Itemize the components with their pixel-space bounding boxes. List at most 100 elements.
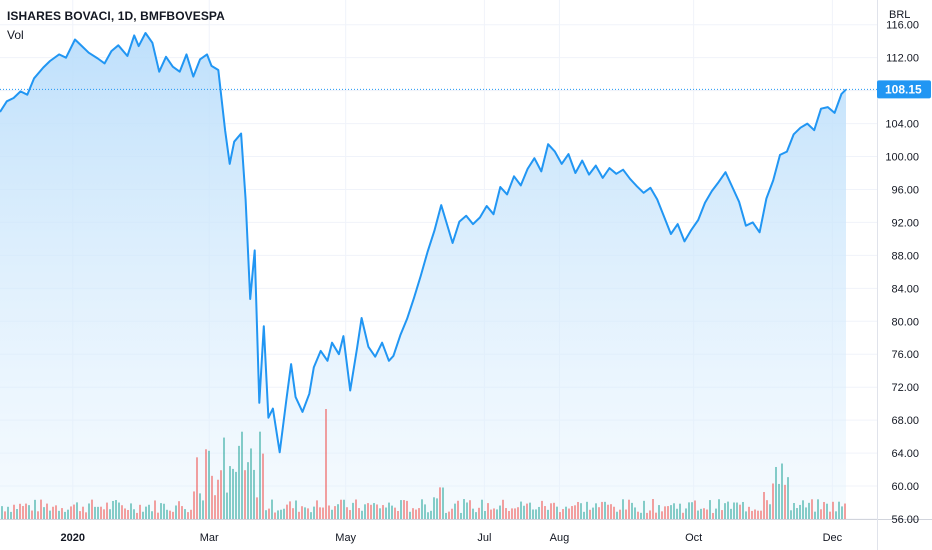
volume-bar [118,502,120,519]
volume-bar [364,504,366,519]
y-tick-label: 72.00 [891,382,919,394]
volume-bar [475,512,477,519]
volume-bar [619,509,621,519]
volume-bar [823,501,825,519]
volume-bar [490,509,492,519]
volume-bar [802,500,804,519]
volume-bar [280,509,282,519]
currency-label[interactable]: BRL [889,9,911,21]
y-tick-label: 92.00 [891,217,919,229]
volume-bar [64,511,66,519]
volume-bar [310,512,312,519]
volume-bar [655,512,657,519]
volume-bar [229,466,231,519]
volume-bar [370,504,372,519]
volume-bar [226,492,228,519]
volume-bar [73,504,75,519]
volume-bar [79,511,81,519]
volume-bar [721,510,723,519]
volume-bar [403,500,405,519]
volume-label: Vol [7,28,24,42]
volume-bar [265,510,267,519]
y-tick-label: 76.00 [891,349,919,361]
volume-bar [343,499,345,519]
volume-bar [358,508,360,519]
volume-bar [409,511,411,519]
volume-bar [151,511,153,519]
volume-bar [115,500,117,519]
volume-bar [127,509,129,519]
volume-bar [589,509,591,519]
volume-bar [724,503,726,519]
volume-bar [709,500,711,519]
volume-bar [703,508,705,519]
volume-bar [130,503,132,519]
volume-bar [799,504,801,519]
volume-bar [190,509,192,519]
volume-bar [442,487,444,519]
volume-bar [232,468,234,519]
volume-bar [790,510,792,519]
volume-bar [649,510,651,519]
volume-bar [445,512,447,519]
volume-bar [91,499,93,519]
volume-bar [679,503,681,519]
volume-bar [676,508,678,519]
volume-bar [67,509,69,519]
y-tick-label: 56.00 [891,514,919,526]
volume-bar [235,471,237,519]
volume-bar [106,502,108,519]
chart-title: ISHARES BOVACI, 1D, BMFBOVESPA [7,9,225,23]
volume-bar [394,507,396,519]
volume-bar [736,502,738,519]
volume-bar [43,507,45,519]
volume-bar [712,512,714,519]
volume-bar [661,511,663,519]
volume-bar [193,491,195,519]
volume-bar [583,511,585,519]
volume-bar [544,506,546,519]
volume-bar [157,512,159,519]
volume-bar [205,449,207,519]
volume-bar [436,498,438,519]
last-price-label: 108.15 [885,82,922,96]
y-axis: 116.00112.00108.00104.00100.0096.0092.00… [885,20,919,526]
volume-bar [664,506,666,519]
volume-bar [376,504,378,519]
volume-bar [85,512,87,519]
volume-bar [331,509,333,519]
volume-bar [19,503,21,519]
volume-bar [523,505,525,519]
volume-bar [718,499,720,519]
volume-bar [451,508,453,519]
volume-bar [553,502,555,519]
volume-bar [277,510,279,519]
volume-bar [574,505,576,519]
volume-bar [61,508,63,519]
volume-bar [400,500,402,519]
volume-bar [355,499,357,519]
volume-bar [505,508,507,519]
volume-bar [367,503,369,519]
volume-bar [622,499,624,519]
volume-bar [256,497,258,519]
volume-bar [397,511,399,519]
volume-bar [121,505,123,519]
y-tick-label: 84.00 [891,283,919,295]
last-price-tag: 108.15 [877,80,931,99]
volume-bar [457,500,459,519]
volume-bar [208,450,210,519]
volume-bar [745,511,747,519]
volume-bar [25,503,27,519]
volume-bar [841,506,843,519]
volume-bar [82,506,84,519]
volume-bar [70,506,72,519]
volume-bar [145,506,147,519]
volume-bar [175,505,177,519]
volume-bar [373,503,375,519]
volume-bar [487,503,489,519]
volume-bar [142,511,144,519]
volume-bar [787,477,789,519]
volume-bar [502,499,504,519]
